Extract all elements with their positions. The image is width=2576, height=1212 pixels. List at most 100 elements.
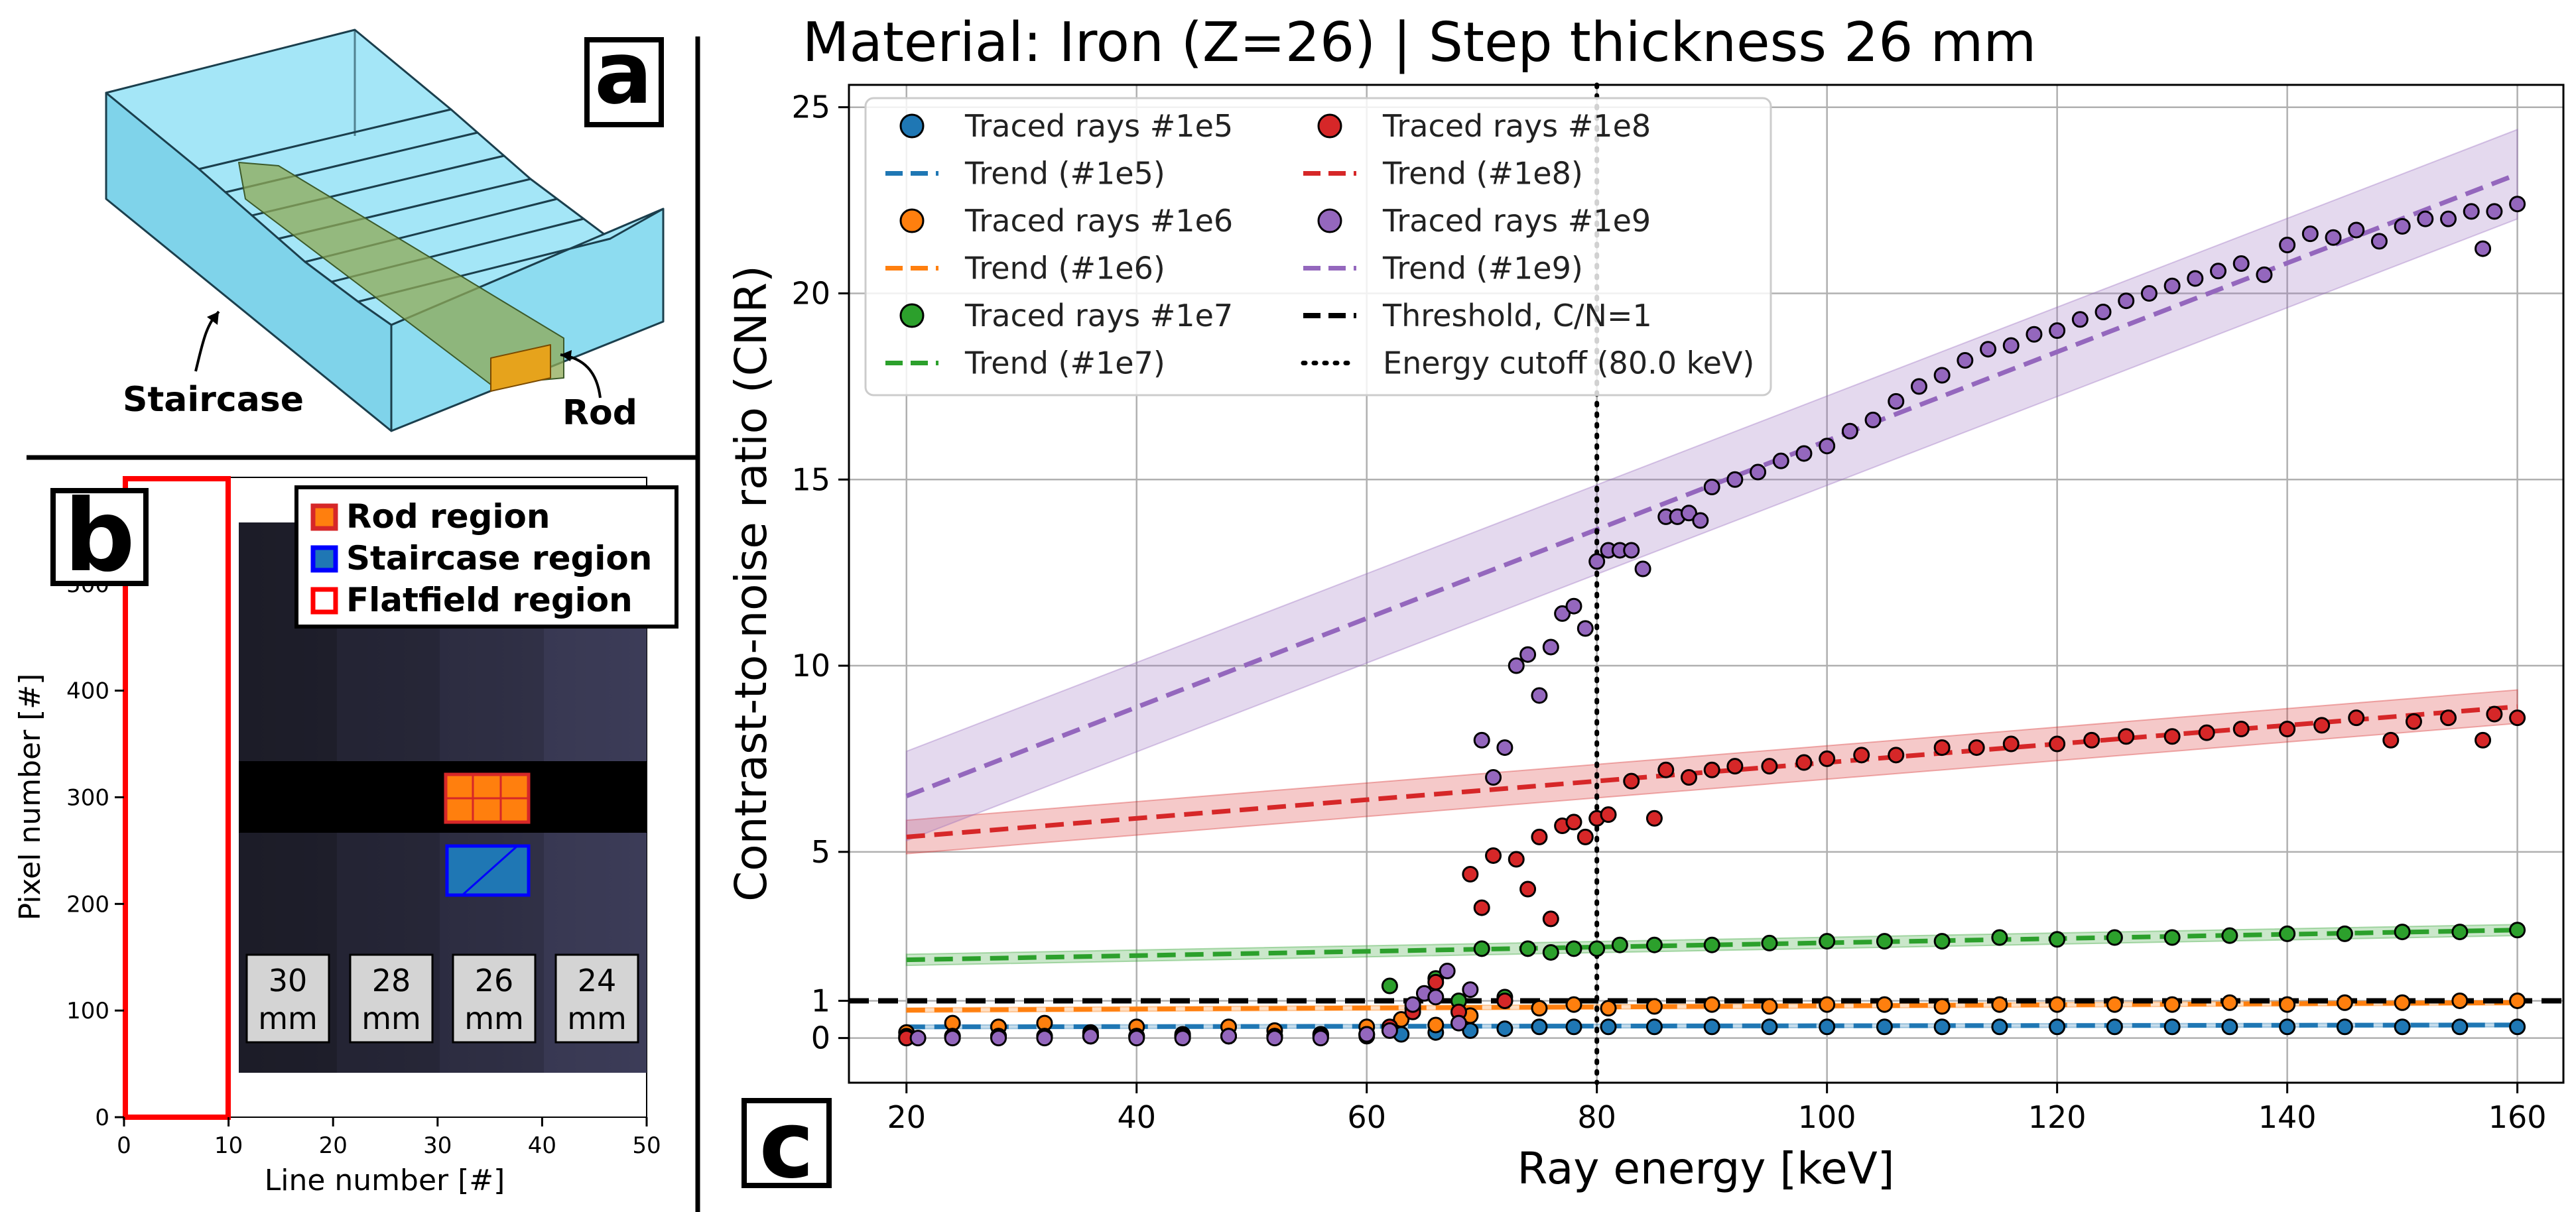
data-point <box>1128 1030 1145 1047</box>
data-point <box>2071 311 2089 328</box>
data-point <box>2026 326 2043 343</box>
panel-c: Material: Iron (Z=26) | Step thickness 2… <box>726 11 2565 1199</box>
data-point <box>2279 721 2296 738</box>
data-point <box>1439 963 1456 980</box>
legend-label: Traced rays #1e8 <box>1382 108 1651 144</box>
data-point <box>1600 1000 1617 1017</box>
data-point <box>2486 203 2503 220</box>
chart-legend-frame <box>864 97 1772 396</box>
data-point <box>1565 940 1582 957</box>
data-point <box>2106 996 2123 1013</box>
data-point <box>1427 1016 1445 1034</box>
panel-b-legend-swatch <box>310 503 338 531</box>
data-point <box>909 1030 927 1047</box>
data-point <box>2509 1018 2526 1036</box>
data-point <box>2394 924 2411 941</box>
data-point <box>2336 994 2353 1011</box>
rod-label: Rod <box>562 393 637 433</box>
data-point <box>1220 1028 1238 1045</box>
data-point <box>1600 806 1617 823</box>
y-tick-label: 1 <box>811 983 830 1018</box>
data-point <box>1519 880 1537 898</box>
data-point <box>2486 705 2503 723</box>
data-point <box>2232 255 2250 273</box>
legend-label: Trend (#1e8) <box>1382 156 1583 192</box>
data-point <box>1819 933 1836 950</box>
data-point <box>1933 367 1951 384</box>
x-tick-label: 100 <box>1798 1099 1856 1135</box>
data-point <box>1819 750 1836 767</box>
data-point <box>1496 1020 1513 1038</box>
data-point <box>2163 996 2181 1013</box>
panel-c-letter-box <box>741 1098 832 1188</box>
data-point <box>1864 411 1882 428</box>
data-point <box>2198 724 2215 741</box>
panel-b-xtick-label: 40 <box>528 1132 556 1159</box>
data-point <box>2348 221 2365 239</box>
data-point <box>2140 284 2157 302</box>
panel-a-letter-box <box>584 37 664 127</box>
data-point <box>2163 929 2181 946</box>
data-point <box>2279 996 2296 1013</box>
data-point <box>2348 709 2365 727</box>
data-point <box>1876 1018 1893 1036</box>
data-point <box>1888 747 1905 764</box>
data-point <box>1819 438 1836 455</box>
data-point <box>2002 735 2020 753</box>
data-point <box>1427 973 1445 991</box>
data-point <box>2118 292 2135 310</box>
data-point <box>1531 687 1548 704</box>
data-point <box>2336 1018 2353 1036</box>
rod-shadow-band <box>239 761 647 833</box>
chart-title: Material: Iron (Z=26) | Step thickness 2… <box>803 11 2036 74</box>
step-label-value: 24 <box>578 963 617 999</box>
step-label-box <box>349 953 434 1044</box>
panel-b-legend-label: Rod region <box>346 497 550 536</box>
data-point <box>1726 758 1744 775</box>
data-point <box>1795 445 1813 462</box>
panel-b-legend-frame <box>294 485 678 629</box>
legend-marker <box>1317 208 1342 233</box>
x-tick-label: 160 <box>2488 1099 2547 1135</box>
data-point <box>1634 560 1651 577</box>
data-point <box>2049 322 2066 339</box>
legend-marker <box>899 113 925 139</box>
legend-label: Trend (#1e5) <box>964 156 1165 192</box>
data-point <box>1381 977 1398 995</box>
panel-b-letter: b <box>64 479 135 594</box>
data-point <box>1645 810 1663 827</box>
data-point <box>1933 1018 1951 1036</box>
data-point <box>2382 731 2400 749</box>
data-point <box>1312 1030 1329 1047</box>
data-point <box>1577 828 1594 845</box>
panel-b-ytick-label: 200 <box>66 891 109 918</box>
data-point <box>2163 277 2181 294</box>
panel-b-legend-label: Staircase region <box>346 539 652 577</box>
data-point <box>1450 1014 1467 1032</box>
data-point <box>2221 1018 2238 1036</box>
data-point <box>1485 769 1502 786</box>
panel-b-ytick-label: 0 <box>95 1105 109 1131</box>
staircase-arrowhead <box>207 312 219 325</box>
data-point <box>1645 936 1663 953</box>
data-point <box>1036 1030 1053 1047</box>
data-point <box>1933 739 1951 757</box>
step-label-unit: mm <box>567 1000 627 1036</box>
trend-line <box>906 928 2518 963</box>
data-point <box>2279 925 2296 942</box>
panel-b-ytick-label: 400 <box>66 678 109 705</box>
step-label-box <box>452 953 537 1044</box>
data-point <box>1957 352 1974 369</box>
y-tick-label: 20 <box>791 275 830 311</box>
data-point <box>1554 605 1571 622</box>
data-point <box>2210 263 2227 280</box>
legend-marker <box>1317 113 1342 139</box>
panel-b-ylabel: Pixel number [#] <box>13 674 47 921</box>
data-point <box>1508 851 1525 868</box>
step-label-box <box>245 953 330 1044</box>
x-tick-label: 140 <box>2258 1099 2317 1135</box>
data-point <box>2256 266 2273 283</box>
